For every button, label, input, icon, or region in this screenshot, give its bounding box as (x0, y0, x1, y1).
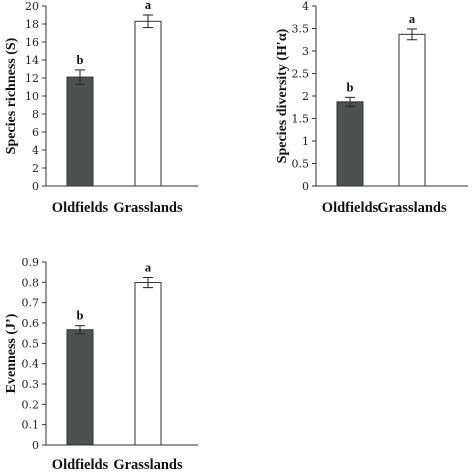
chart-panel-1: 0 2 4 6 8 10 12 14 16 18 20 b Oldfields a Grasslands Sp… (4, 0, 198, 216)
y-tick-label: 2 (302, 90, 309, 103)
y-tick-label: 0 (32, 439, 39, 452)
category-label: Grasslands (113, 200, 183, 216)
y-tick-label: 4 (32, 144, 39, 157)
significance-label: a (145, 0, 152, 12)
category-label: Oldfields (52, 457, 109, 473)
y-axis-title: Species richness (S) (4, 37, 19, 154)
y-tick-label: 18 (25, 18, 39, 31)
bar-grasslands (134, 20, 162, 187)
y-tick-label: 4 (302, 0, 309, 13)
y-tick-label: 0.6 (22, 317, 40, 330)
y-axis-title: Species diversity (H′α) (275, 28, 290, 163)
y-tick-label: 1 (302, 135, 309, 148)
significance-label: b (77, 53, 84, 67)
y-tick-label: 1.5 (292, 113, 310, 126)
y-tick-label: 0.2 (22, 398, 40, 411)
y-tick-label: 14 (25, 54, 39, 67)
y-tick-label: 0 (302, 180, 309, 193)
y-tick-label: 0.1 (22, 419, 40, 432)
bar-oldfields (66, 329, 94, 446)
y-tick-label: 0 (32, 180, 39, 193)
category-label: Grasslands (113, 457, 183, 473)
bar-oldfields (66, 76, 94, 187)
significance-label: a (145, 260, 152, 274)
y-tick-label: 0.5 (22, 337, 40, 350)
y-tick-label: 3.5 (292, 23, 310, 36)
chart-panel-2: 0 0.5 1 1.5 2 2.5 3 3.5 4 b Oldfields a Grasslands Sp… (275, 0, 468, 216)
category-label: Grasslands (377, 200, 447, 216)
y-axis-title: Evenness (J’) (4, 313, 19, 393)
bar-grasslands (398, 33, 426, 187)
y-tick-label: 0.8 (22, 276, 40, 289)
chart-panel-3: 0 0.1 0.2 0.3 0.4 0.5 0.6 0.7 0.8 0.9 b Oldfields a G… (4, 256, 198, 473)
y-tick-label: 3 (302, 45, 309, 58)
y-tick-label: 2.5 (292, 68, 310, 81)
y-tick-label: 6 (32, 126, 39, 139)
bar-grasslands (134, 282, 162, 446)
y-tick-label: 0.3 (22, 378, 40, 391)
y-tick-label: 2 (32, 162, 39, 175)
y-tick-label: 12 (25, 72, 39, 85)
category-label: Oldfields (52, 200, 109, 216)
y-tick-label: 0.7 (22, 297, 40, 310)
significance-label: b (347, 80, 354, 94)
bar-oldfields (336, 101, 364, 187)
y-tick-label: 16 (25, 36, 39, 49)
y-tick-label: 0.9 (22, 256, 40, 269)
y-tick-label: 8 (32, 108, 39, 121)
significance-label: b (77, 309, 84, 323)
significance-label: a (409, 12, 416, 26)
y-tick-label: 0.5 (292, 158, 310, 171)
category-label: Oldfields (322, 200, 379, 216)
y-tick-label: 20 (25, 0, 39, 13)
y-tick-label: 10 (25, 90, 39, 103)
y-tick-label: 0.4 (22, 358, 40, 371)
